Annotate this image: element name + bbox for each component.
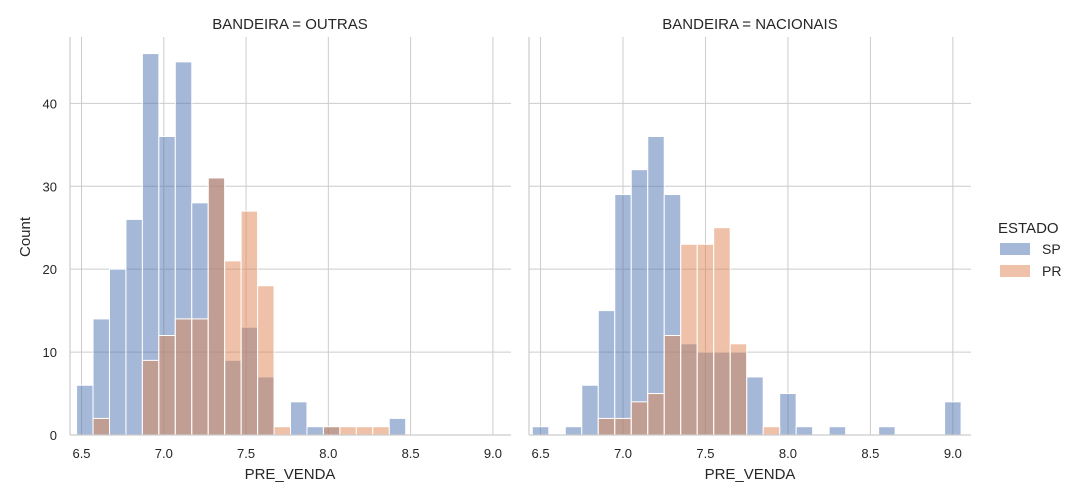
- y-tick-label: 20: [43, 262, 57, 277]
- histogram-bar-pr: [762, 426, 781, 436]
- x-axis-label-outras: PRE_VENDA: [245, 466, 336, 483]
- histogram-bar-pr: [680, 243, 698, 436]
- histogram-bar-sp: [746, 376, 764, 436]
- x-tick-label: 9.0: [484, 446, 502, 461]
- panel-title-nacionais: BANDEIRA = NACIONAIS: [662, 16, 837, 33]
- histogram-bar-sp: [388, 417, 407, 436]
- x-tick-label: 6.5: [532, 446, 550, 461]
- x-tick-label: 9.0: [944, 446, 962, 461]
- histogram-bar-pr: [355, 426, 374, 436]
- histogram-bar-pr: [224, 260, 242, 436]
- histogram-bar-pr: [257, 285, 275, 436]
- histogram-bar-sp: [306, 426, 324, 436]
- histogram-bar-pr: [372, 426, 390, 436]
- x-tick-label: 8.5: [861, 446, 879, 461]
- x-tick-label: 8.0: [779, 446, 797, 461]
- histogram-bar-sp: [76, 384, 94, 436]
- histogram-bar-sp: [647, 136, 665, 436]
- histogram-bar-pr: [713, 227, 731, 436]
- histogram-bar-pr: [663, 335, 682, 436]
- histogram-bar-sp: [630, 169, 649, 436]
- gridlines: [529, 37, 971, 436]
- x-tick-label: 7.5: [696, 446, 714, 461]
- y-tick-label: 30: [43, 179, 57, 194]
- legend-title: ESTADO: [998, 220, 1059, 237]
- x-tick-label: 8.0: [319, 446, 337, 461]
- y-tick-label: 40: [43, 96, 57, 111]
- histogram-bar-sp: [564, 426, 583, 436]
- bars: [76, 53, 407, 436]
- histogram-bar-sp: [614, 194, 632, 436]
- histogram-bar-pr: [191, 318, 209, 436]
- legend-swatch-pr: [1000, 265, 1030, 277]
- histogram-bar-pr: [273, 426, 291, 436]
- histogram-bar-pr: [141, 359, 160, 436]
- panel-outras: BANDEIRA = OUTRAS PRE_VENDA 0 10 20 30 40 6.5…: [43, 16, 511, 483]
- histogram-bar-sp: [597, 310, 616, 436]
- histogram-bar-sp: [581, 384, 599, 436]
- histogram-bar-pr: [207, 177, 226, 436]
- x-tick-label: 8.5: [402, 446, 420, 461]
- histogram-bar-sp: [108, 268, 127, 436]
- histogram-bar-pr: [158, 335, 176, 436]
- histogram-bar-pr: [729, 343, 748, 436]
- x-tick-label: 7.0: [614, 446, 632, 461]
- histogram-bar-pr: [696, 243, 715, 436]
- legend-label-pr: PR: [1042, 263, 1061, 279]
- histogram-bar-sp: [531, 426, 550, 436]
- histogram-bar-sp: [944, 401, 962, 436]
- histogram-bar-sp: [92, 318, 110, 436]
- y-tick-label: 10: [43, 345, 57, 360]
- histogram-bar-sp: [290, 401, 308, 436]
- histogram-bar-sp: [795, 426, 814, 436]
- x-tick-label: 7.0: [155, 446, 173, 461]
- panel-title-outras: BANDEIRA = OUTRAS: [212, 16, 367, 33]
- histogram-bar-sp: [779, 393, 797, 436]
- x-tick-label: 7.5: [237, 446, 255, 461]
- histogram-bar-pr: [614, 417, 632, 436]
- histogram-bar-pr: [647, 393, 665, 436]
- y-tick-label: 0: [50, 428, 57, 443]
- histogram-bar-pr: [92, 417, 110, 436]
- legend: ESTADO SP PR: [998, 220, 1061, 279]
- panel-nacionais: BANDEIRA = NACIONAIS PRE_VENDA 6.5 7.0 7.5…: [528, 16, 971, 483]
- histogram-bar-pr: [322, 426, 341, 436]
- y-axis-label: Count: [17, 216, 34, 257]
- histogram-bar-sp: [878, 426, 896, 436]
- bars: [531, 136, 962, 436]
- histogram-bar-pr: [174, 318, 193, 436]
- x-axis-label-nacionais: PRE_VENDA: [705, 466, 796, 483]
- histogram-bar-pr: [240, 210, 259, 436]
- histogram-bar-sp: [125, 218, 143, 436]
- histogram-bar-sp: [828, 426, 847, 436]
- legend-label-sp: SP: [1042, 241, 1061, 257]
- x-tick-label: 6.5: [72, 446, 90, 461]
- legend-swatch-sp: [1000, 243, 1030, 255]
- histogram-bar-pr: [339, 426, 357, 436]
- histogram-bar-pr: [630, 401, 649, 436]
- histogram-bar-pr: [597, 417, 616, 436]
